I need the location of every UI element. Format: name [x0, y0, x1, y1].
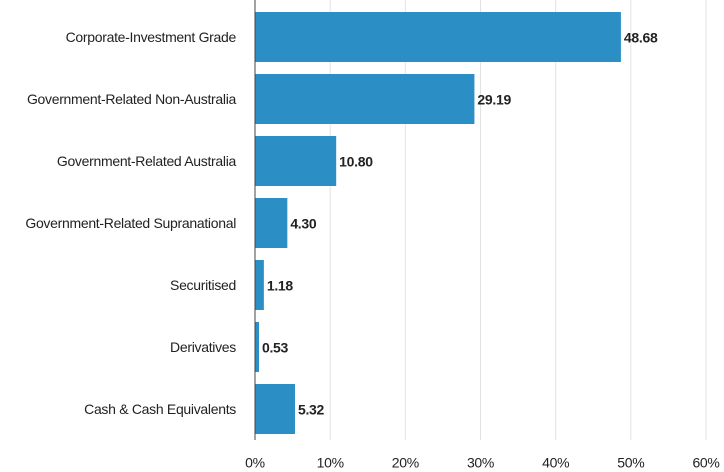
category-label: Securitised [8, 261, 236, 309]
x-tick-label: 10% [317, 455, 344, 471]
value-label: 1.18 [267, 278, 294, 294]
category-label: Cash & Cash Equivalents [8, 385, 236, 433]
category-text: Government-Related Australia [56, 153, 236, 169]
category-label: Corporate-Investment Grade [8, 13, 237, 61]
category-label: Government-Related Australia [8, 137, 236, 185]
value-label: 5.32 [298, 402, 325, 418]
x-tick-label: 60% [692, 455, 719, 471]
bar [255, 136, 337, 186]
bar [255, 12, 621, 62]
value-label: 48.68 [624, 30, 658, 46]
value-label: 10.80 [339, 154, 373, 170]
category-label: Government-Related Non-Australia [8, 75, 236, 123]
category-text: Cash & Cash Equivalents [84, 401, 236, 417]
category-text: Government-Related Non-Australia [26, 91, 236, 107]
category-text: Government-Related Supranational [25, 215, 236, 231]
category-text: Securitised [170, 277, 236, 293]
x-tick-label: 20% [392, 455, 419, 471]
x-tick-label: 30% [467, 455, 494, 471]
bar [255, 74, 475, 124]
bar [255, 260, 264, 310]
x-tick-label: 40% [542, 455, 569, 471]
bar [255, 384, 295, 434]
value-label: 0.53 [262, 340, 289, 356]
value-label: 4.30 [290, 216, 317, 232]
bar [255, 198, 288, 248]
category-label: Government-Related Supranational [8, 199, 236, 247]
category-label: Derivatives [8, 323, 236, 371]
value-label: 29.19 [477, 92, 511, 108]
bar [255, 322, 259, 372]
x-tick-label: 0% [245, 455, 265, 471]
category-text: Derivatives [170, 339, 236, 355]
category-text: Corporate-Investment Grade [65, 29, 237, 45]
x-tick-label: 50% [617, 455, 644, 471]
